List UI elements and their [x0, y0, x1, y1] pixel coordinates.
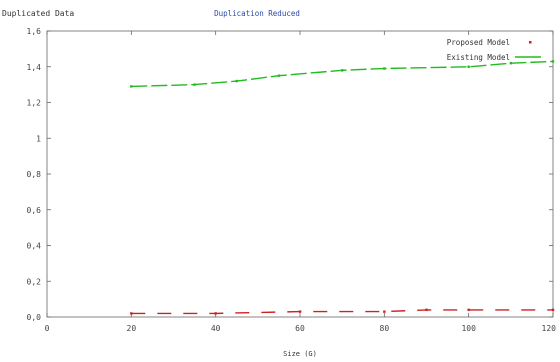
series-existing-model [130, 60, 555, 88]
data-point [383, 310, 386, 313]
y-tick-label: 0,6 [27, 206, 42, 215]
y-axis: 0,0 0,2 0,4 0,6 0,8 1 1,2 1,4 1,6 [27, 27, 553, 322]
x-tick-label: 40 [211, 324, 221, 333]
data-point [340, 69, 344, 72]
data-point [551, 308, 555, 312]
data-point [277, 74, 281, 77]
data-point [383, 67, 386, 70]
data-point [467, 308, 470, 312]
y-tick-label: 0,0 [27, 313, 42, 322]
x-axis-title: Size (G) [283, 350, 317, 358]
legend-label-existing-model: Existing Model [447, 53, 510, 62]
y-tick-label: 1 [36, 134, 41, 143]
data-point [509, 61, 513, 65]
x-tick-label: 60 [295, 324, 305, 333]
y-tick-label: 1,4 [27, 63, 42, 72]
x-tick-label: 0 [45, 324, 50, 333]
y-tick-label: 1,2 [27, 99, 42, 108]
series-proposed-model [130, 308, 555, 315]
data-point [193, 83, 196, 86]
data-point [298, 310, 302, 313]
data-point [235, 79, 238, 83]
x-tick-label: 100 [461, 324, 476, 333]
data-point [425, 308, 428, 312]
data-point [551, 60, 555, 63]
y-tick-label: 0,2 [27, 277, 42, 286]
series-line [131, 309, 553, 315]
y-axis-title: Duplicated Data [2, 9, 74, 18]
legend: Proposed Model Existing Model [447, 38, 541, 62]
legend-marker-proposed-model [529, 41, 532, 44]
y-tick-label: 0,4 [27, 242, 42, 251]
y-tick-label: 0,8 [27, 170, 42, 179]
y-tick-label: 1,6 [27, 27, 42, 36]
x-tick-label: 20 [127, 324, 137, 333]
legend-label-proposed-model: Proposed Model [447, 38, 510, 47]
data-point [467, 65, 470, 68]
data-point [130, 85, 133, 88]
legend-point [529, 41, 532, 44]
data-point [130, 312, 133, 315]
x-tick-label: 80 [380, 324, 390, 333]
x-axis: 0 20 40 60 80 100 120 [45, 31, 557, 333]
chart-title: Duplication Reduced [214, 9, 300, 18]
series-line [131, 60, 554, 88]
x-tick-label: 120 [542, 324, 557, 333]
series-layer [130, 60, 555, 315]
data-point [214, 312, 217, 315]
